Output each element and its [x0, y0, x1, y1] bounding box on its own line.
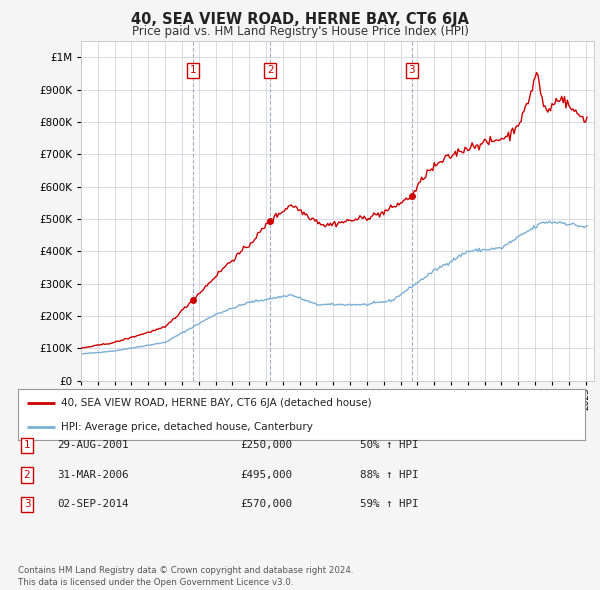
Text: 29-AUG-2001: 29-AUG-2001 — [57, 441, 128, 450]
Text: 2: 2 — [23, 470, 31, 480]
Text: £250,000: £250,000 — [240, 441, 292, 450]
Text: 02-SEP-2014: 02-SEP-2014 — [57, 500, 128, 509]
Text: 3: 3 — [23, 500, 31, 509]
Text: 40, SEA VIEW ROAD, HERNE BAY, CT6 6JA: 40, SEA VIEW ROAD, HERNE BAY, CT6 6JA — [131, 12, 469, 27]
Text: £495,000: £495,000 — [240, 470, 292, 480]
Text: 31-MAR-2006: 31-MAR-2006 — [57, 470, 128, 480]
Text: 40, SEA VIEW ROAD, HERNE BAY, CT6 6JA (detached house): 40, SEA VIEW ROAD, HERNE BAY, CT6 6JA (d… — [61, 398, 371, 408]
Text: Contains HM Land Registry data © Crown copyright and database right 2024.
This d: Contains HM Land Registry data © Crown c… — [18, 566, 353, 587]
Text: £570,000: £570,000 — [240, 500, 292, 509]
Text: 3: 3 — [409, 65, 415, 76]
Text: 50% ↑ HPI: 50% ↑ HPI — [360, 441, 419, 450]
Text: 1: 1 — [23, 441, 31, 450]
Text: 1: 1 — [190, 65, 196, 76]
Text: 88% ↑ HPI: 88% ↑ HPI — [360, 470, 419, 480]
Text: HPI: Average price, detached house, Canterbury: HPI: Average price, detached house, Cant… — [61, 422, 313, 432]
Text: 59% ↑ HPI: 59% ↑ HPI — [360, 500, 419, 509]
Text: Price paid vs. HM Land Registry's House Price Index (HPI): Price paid vs. HM Land Registry's House … — [131, 25, 469, 38]
Text: 2: 2 — [267, 65, 274, 76]
